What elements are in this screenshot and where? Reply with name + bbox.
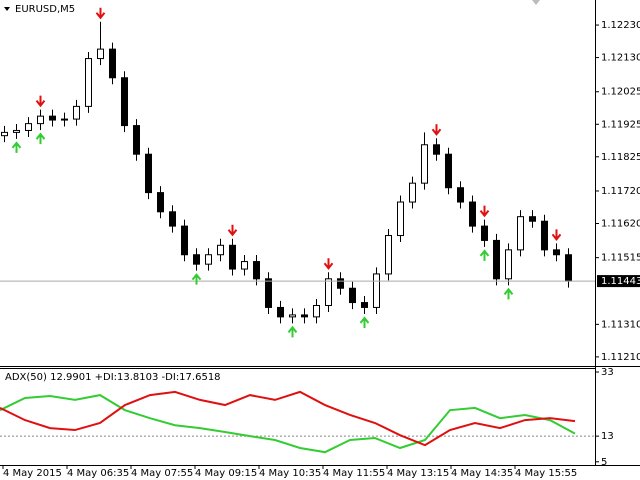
y-tick-label: 1.11210 bbox=[601, 352, 640, 363]
x-tick-label: 4 May 06:35 bbox=[67, 468, 129, 479]
candle-body bbox=[169, 211, 176, 227]
candle-body bbox=[385, 235, 392, 275]
candle-body bbox=[529, 216, 536, 222]
x-tick-label: 4 May 14:35 bbox=[451, 468, 513, 479]
candle-body bbox=[481, 225, 488, 241]
y-tick-label: 1.12130 bbox=[601, 53, 640, 64]
candle-body bbox=[25, 123, 32, 131]
y-tick-label: 1.12025 bbox=[601, 87, 640, 98]
candle-body bbox=[145, 153, 152, 194]
candle-body bbox=[457, 187, 464, 203]
sell-arrow bbox=[35, 95, 46, 108]
candle-body bbox=[493, 239, 500, 280]
price-label-box bbox=[597, 275, 640, 288]
candle-body bbox=[289, 314, 296, 318]
candle-body bbox=[241, 261, 248, 270]
buy-arrow bbox=[287, 325, 298, 338]
x-tick-label: 4 May 10:35 bbox=[259, 468, 321, 479]
candle-body bbox=[517, 216, 524, 251]
candle-body bbox=[277, 306, 284, 318]
candle-body bbox=[1, 131, 8, 137]
sell-arrow bbox=[323, 258, 334, 270]
candle-body bbox=[361, 302, 368, 308]
y-tick-label: 13 bbox=[601, 431, 614, 442]
candle-body bbox=[97, 48, 104, 60]
y-tick-label: 33 bbox=[601, 367, 614, 378]
candle-body bbox=[37, 115, 44, 125]
candle-body bbox=[73, 105, 80, 120]
y-tick-label: 1.11310 bbox=[601, 319, 640, 330]
y-tick-label: 1.11515 bbox=[601, 253, 640, 264]
candle-body bbox=[373, 273, 380, 308]
candle-body bbox=[565, 254, 572, 282]
candle-body bbox=[349, 287, 356, 304]
candle-body bbox=[61, 118, 68, 121]
candle-body bbox=[313, 304, 320, 318]
candle-body bbox=[397, 201, 404, 237]
sell-arrow bbox=[227, 224, 238, 237]
candle-body bbox=[325, 278, 332, 306]
sell-arrow bbox=[95, 7, 106, 20]
buy-arrow bbox=[359, 316, 370, 328]
candle-body bbox=[421, 144, 428, 184]
candle-body bbox=[181, 225, 188, 256]
candle-body bbox=[229, 244, 236, 270]
indicator-line bbox=[0, 394, 576, 454]
candle-body bbox=[469, 201, 476, 227]
buy-arrow bbox=[35, 132, 46, 145]
sell-arrow bbox=[431, 124, 442, 136]
candle-body bbox=[505, 249, 512, 280]
indicator-title: ADX(50) 12.9901 +DI:13.8103 -DI:17.6518 bbox=[5, 372, 221, 383]
sell-arrow bbox=[479, 205, 490, 218]
candle-body bbox=[13, 129, 20, 133]
x-tick-label: 4 May 2015 bbox=[3, 468, 62, 479]
candle-body bbox=[85, 58, 92, 107]
candle-body bbox=[121, 77, 128, 127]
candle-body bbox=[253, 261, 260, 280]
candle-body bbox=[409, 182, 416, 203]
y-tick-label: 1.11825 bbox=[601, 152, 640, 163]
sell-arrow bbox=[551, 229, 562, 241]
candle-body bbox=[337, 278, 344, 289]
buy-arrow bbox=[11, 141, 22, 153]
x-tick-label: 4 May 15:55 bbox=[515, 468, 577, 479]
indicator-line bbox=[0, 390, 576, 447]
y-tick-label: 1.12230 bbox=[601, 20, 640, 31]
candle-body bbox=[49, 115, 56, 121]
y-tick-label: 1.11620 bbox=[601, 219, 640, 230]
candle-body bbox=[205, 254, 212, 265]
buy-arrow bbox=[503, 287, 514, 300]
candle-body bbox=[541, 220, 548, 251]
x-tick-label: 4 May 09:15 bbox=[195, 468, 257, 479]
x-tick-label: 4 May 11:55 bbox=[323, 468, 385, 479]
candle-body bbox=[109, 48, 116, 79]
current-price-label: 1.11443 bbox=[601, 276, 640, 287]
buy-arrow bbox=[479, 249, 490, 261]
candle-body bbox=[445, 153, 452, 189]
candle-body bbox=[265, 278, 272, 308]
y-tick-label: 1.11925 bbox=[601, 119, 640, 130]
shift-marker bbox=[532, 0, 540, 5]
candle-body bbox=[217, 244, 224, 256]
candle-body bbox=[157, 192, 164, 213]
candle-body bbox=[133, 125, 140, 155]
candle-body bbox=[301, 314, 308, 318]
candle-body bbox=[553, 249, 560, 256]
menu-triangle[interactable] bbox=[4, 7, 10, 11]
x-tick-label: 4 May 07:55 bbox=[131, 468, 193, 479]
y-tick-label: 5 bbox=[601, 457, 607, 468]
chart-title: EURUSD,M5 bbox=[15, 4, 75, 15]
candle-body bbox=[433, 144, 440, 155]
buy-arrow bbox=[191, 273, 202, 285]
y-tick-label: 1.11720 bbox=[601, 186, 640, 197]
candle-body bbox=[193, 254, 200, 265]
x-tick-label: 4 May 13:15 bbox=[387, 468, 449, 479]
